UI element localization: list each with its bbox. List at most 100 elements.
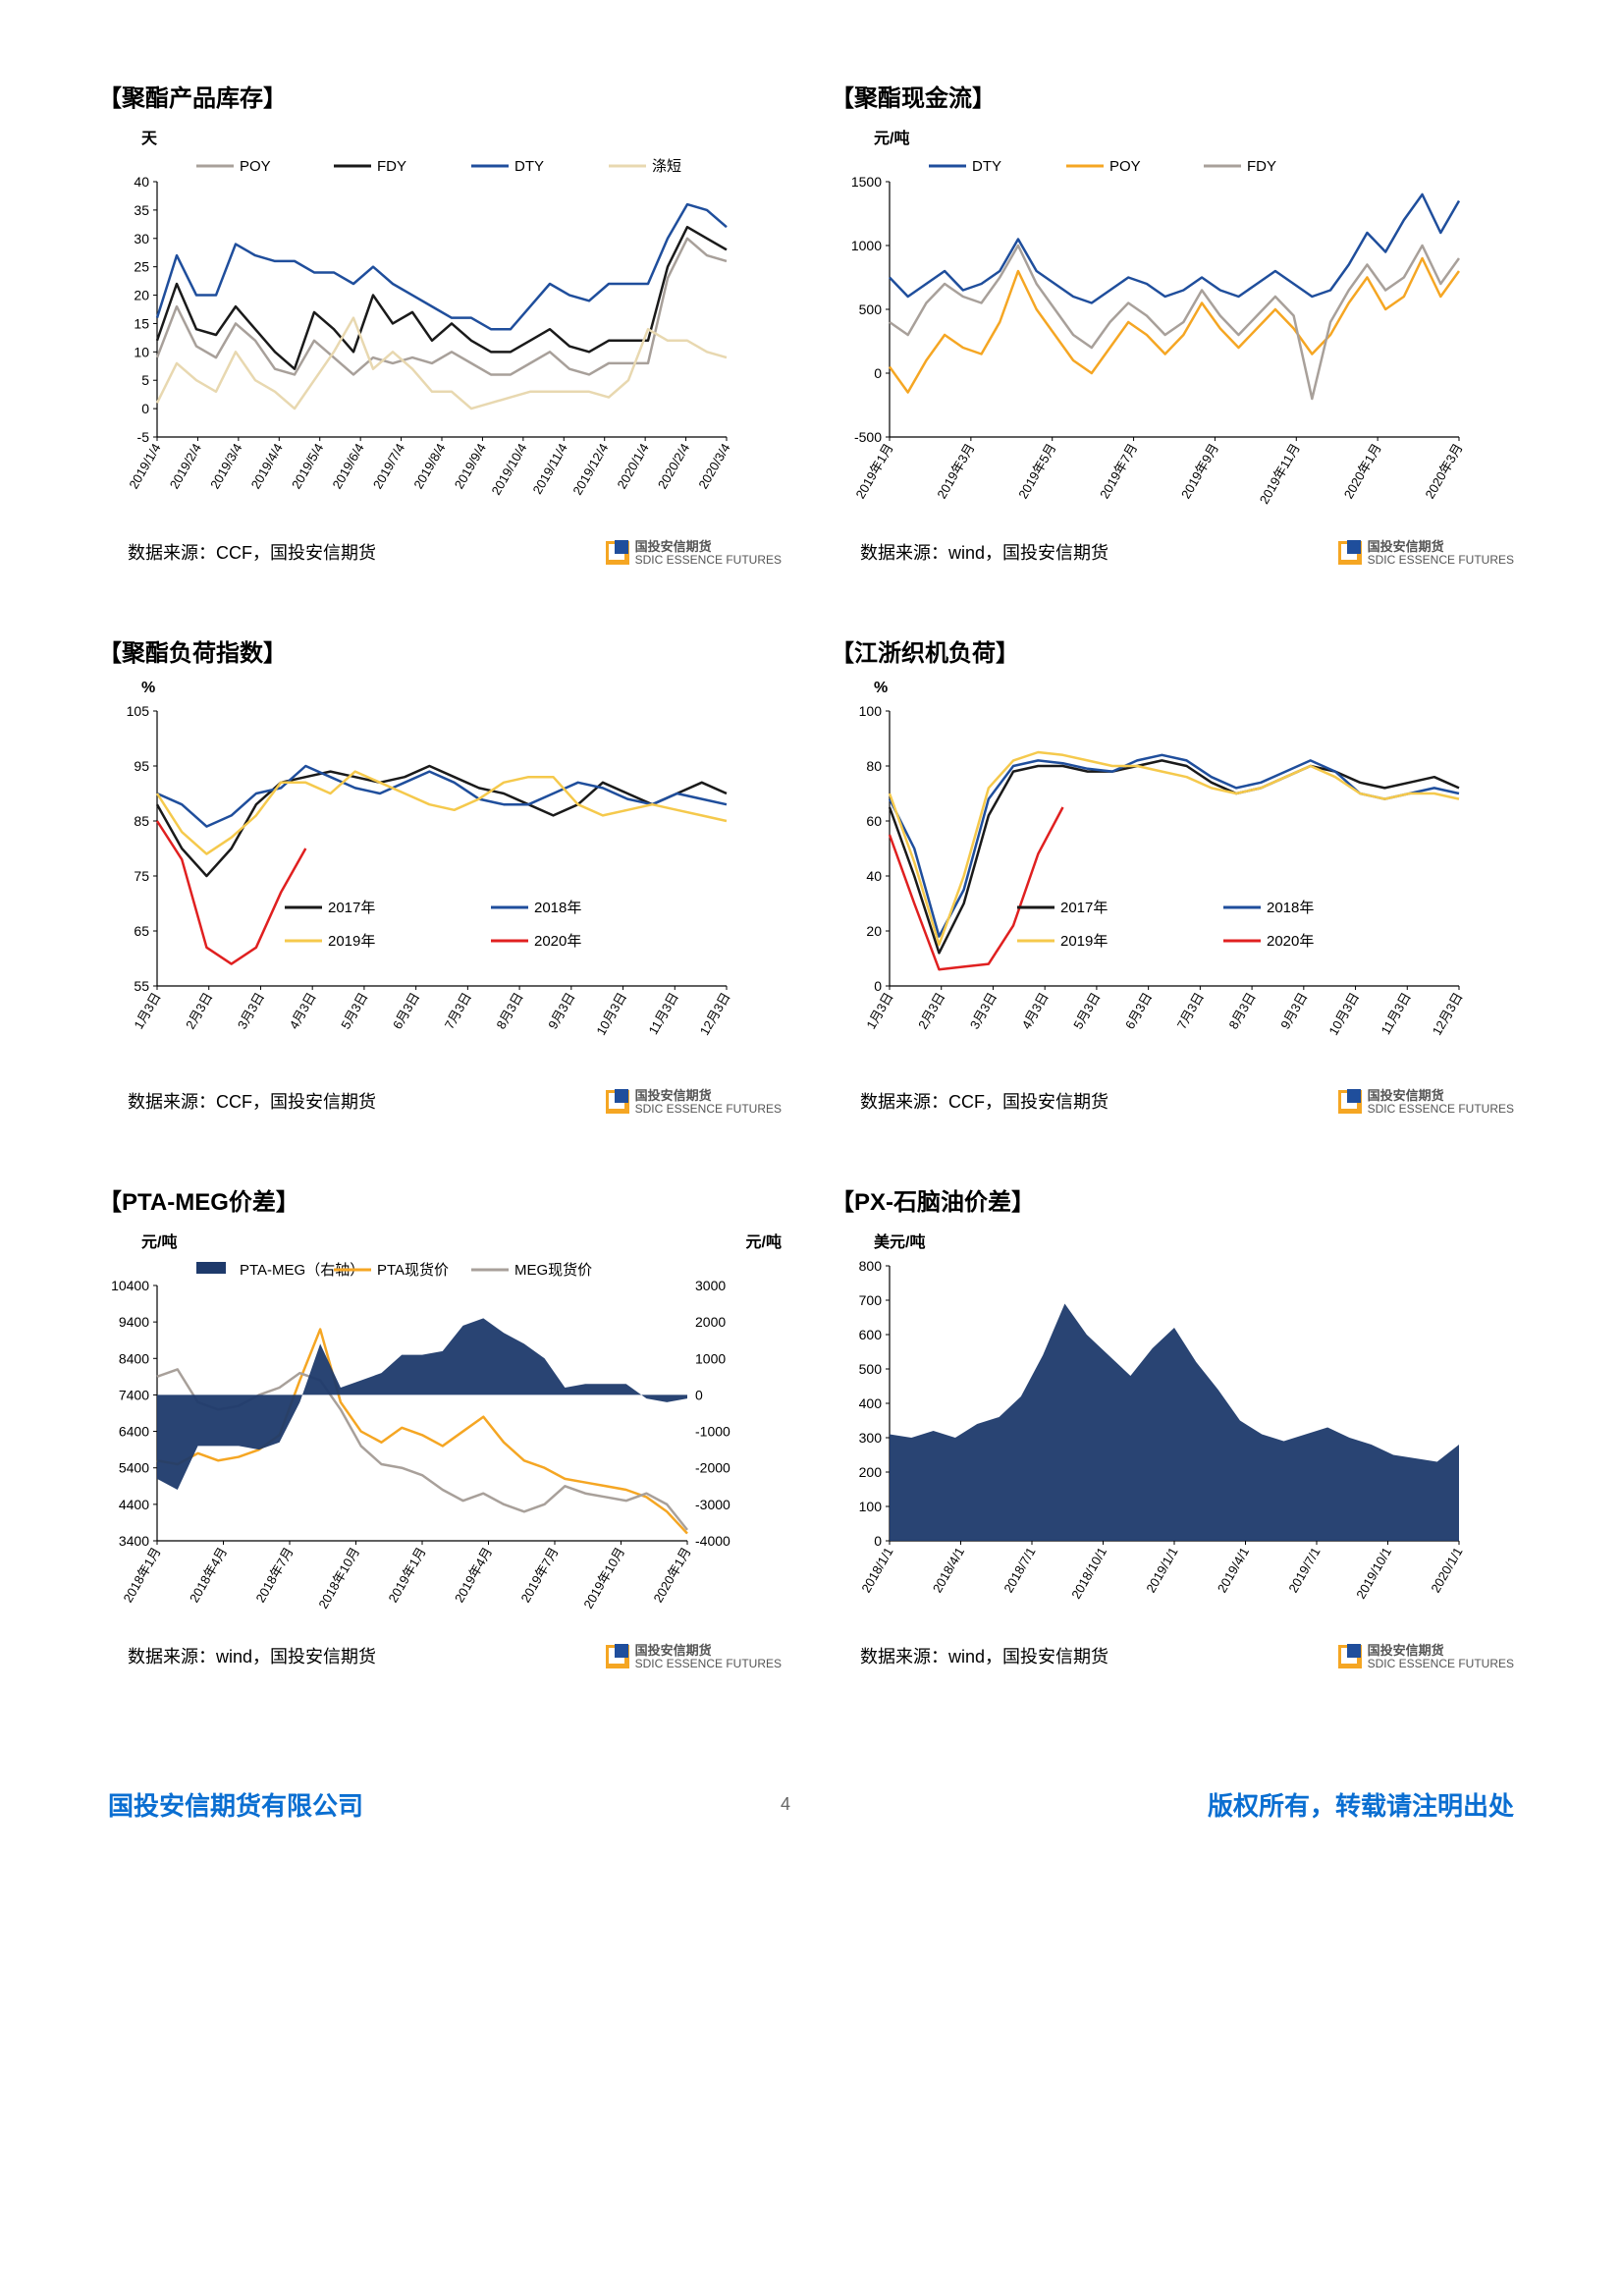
svg-text:25: 25 bbox=[134, 259, 149, 275]
svg-text:-2000: -2000 bbox=[695, 1460, 730, 1476]
y-axis-label: % bbox=[831, 680, 1524, 697]
svg-text:2000: 2000 bbox=[695, 1314, 726, 1330]
svg-text:3月3日: 3月3日 bbox=[967, 990, 1000, 1032]
svg-text:95: 95 bbox=[134, 758, 149, 774]
brand-logo: 国投安信期货SDIC ESSENCE FUTURES bbox=[1338, 1089, 1514, 1116]
svg-text:5月3日: 5月3日 bbox=[338, 990, 370, 1032]
svg-text:2019/9/4: 2019/9/4 bbox=[452, 441, 489, 491]
chart-title: 【聚酯产品库存】 bbox=[98, 79, 791, 113]
svg-text:2019年4月: 2019年4月 bbox=[452, 1545, 495, 1605]
svg-text:800: 800 bbox=[859, 1258, 883, 1274]
svg-text:12月3日: 12月3日 bbox=[1430, 990, 1466, 1038]
svg-text:10月3日: 10月3日 bbox=[1325, 990, 1362, 1038]
svg-text:2019/4/1: 2019/4/1 bbox=[1215, 1545, 1252, 1595]
svg-text:75: 75 bbox=[134, 868, 149, 884]
svg-text:2月3日: 2月3日 bbox=[915, 990, 947, 1032]
svg-text:2019年7月: 2019年7月 bbox=[1097, 441, 1140, 501]
svg-text:10月3日: 10月3日 bbox=[593, 990, 629, 1038]
chart-title: 【PX-石脑油价差】 bbox=[831, 1182, 1524, 1217]
svg-text:2018年: 2018年 bbox=[1267, 900, 1314, 916]
svg-text:3月3日: 3月3日 bbox=[235, 990, 267, 1032]
svg-text:2019/7/1: 2019/7/1 bbox=[1285, 1545, 1323, 1595]
svg-text:4月3日: 4月3日 bbox=[287, 990, 319, 1032]
svg-text:2018年7月: 2018年7月 bbox=[253, 1545, 297, 1605]
chart-svg: 55657585951051月3日2月3日3月3日4月3日5月3日6月3日7月3… bbox=[98, 701, 746, 1074]
logo-icon bbox=[606, 1645, 629, 1668]
svg-text:2020年3月: 2020年3月 bbox=[1423, 441, 1466, 501]
y-axis-label: % bbox=[98, 680, 791, 697]
svg-text:9月3日: 9月3日 bbox=[1277, 990, 1310, 1032]
svg-text:-500: -500 bbox=[854, 429, 882, 445]
svg-text:2018年: 2018年 bbox=[534, 900, 581, 916]
svg-text:200: 200 bbox=[859, 1464, 883, 1480]
svg-text:5: 5 bbox=[141, 372, 149, 388]
svg-text:2020年: 2020年 bbox=[1267, 933, 1314, 950]
panel-pta-meg: 【PTA-MEG价差】 元/吨 元/吨 34004400540064007400… bbox=[98, 1182, 791, 1668]
logo-icon bbox=[1338, 541, 1362, 565]
svg-text:2019/5/4: 2019/5/4 bbox=[289, 441, 326, 491]
svg-text:9400: 9400 bbox=[119, 1314, 149, 1330]
svg-text:0: 0 bbox=[874, 978, 882, 994]
svg-text:2019/3/4: 2019/3/4 bbox=[207, 441, 244, 491]
svg-text:0: 0 bbox=[695, 1387, 703, 1402]
svg-text:-1000: -1000 bbox=[695, 1424, 730, 1440]
svg-text:2019/2/4: 2019/2/4 bbox=[167, 441, 204, 491]
svg-text:POY: POY bbox=[240, 158, 271, 175]
svg-text:7400: 7400 bbox=[119, 1387, 149, 1402]
svg-text:-3000: -3000 bbox=[695, 1497, 730, 1512]
svg-text:FDY: FDY bbox=[377, 158, 406, 175]
svg-text:2019年5月: 2019年5月 bbox=[1015, 441, 1058, 501]
svg-text:2019/1/4: 2019/1/4 bbox=[126, 441, 163, 491]
svg-text:3000: 3000 bbox=[695, 1278, 726, 1293]
svg-text:1月3日: 1月3日 bbox=[863, 990, 895, 1032]
brand-logo: 国投安信期货SDIC ESSENCE FUTURES bbox=[1338, 1644, 1514, 1670]
svg-text:2019年11月: 2019年11月 bbox=[1257, 441, 1303, 507]
svg-text:11月3日: 11月3日 bbox=[1379, 990, 1414, 1037]
svg-text:0: 0 bbox=[874, 1533, 882, 1549]
svg-text:80: 80 bbox=[866, 758, 882, 774]
svg-text:2020年1月: 2020年1月 bbox=[1341, 441, 1384, 501]
svg-text:400: 400 bbox=[859, 1395, 883, 1411]
svg-text:-5: -5 bbox=[137, 429, 150, 445]
svg-text:2019/1/1: 2019/1/1 bbox=[1143, 1545, 1180, 1595]
svg-text:2019年3月: 2019年3月 bbox=[934, 441, 977, 501]
svg-text:7月3日: 7月3日 bbox=[442, 990, 474, 1032]
brand-logo: 国投安信期货SDIC ESSENCE FUTURES bbox=[606, 1089, 782, 1116]
svg-text:1月3日: 1月3日 bbox=[131, 990, 163, 1032]
svg-text:2019/10/4: 2019/10/4 bbox=[489, 441, 530, 498]
svg-text:10: 10 bbox=[134, 344, 149, 359]
panel-inventory: 【聚酯产品库存】 天 -505101520253035402019/1/4201… bbox=[98, 79, 791, 565]
chart-grid: 【聚酯产品库存】 天 -505101520253035402019/1/4201… bbox=[98, 79, 1524, 1668]
footer-copyright: 版权所有，转载请注明出处 bbox=[1208, 1786, 1514, 1823]
svg-text:105: 105 bbox=[127, 703, 150, 719]
svg-text:MEG现货价: MEG现货价 bbox=[514, 1262, 592, 1279]
svg-text:POY: POY bbox=[1109, 158, 1141, 175]
svg-text:2020/1/4: 2020/1/4 bbox=[614, 441, 651, 491]
svg-text:2019年1月: 2019年1月 bbox=[386, 1545, 429, 1605]
y2-axis-label: 元/吨 bbox=[746, 1229, 782, 1252]
svg-text:2019年10月: 2019年10月 bbox=[580, 1545, 627, 1612]
svg-text:2019年7月: 2019年7月 bbox=[518, 1545, 562, 1605]
chart-svg: -5000500100015002019年1月2019年3月2019年5月201… bbox=[831, 152, 1479, 525]
y-axis-label: 美元/吨 bbox=[831, 1229, 1524, 1252]
svg-text:15: 15 bbox=[134, 315, 149, 331]
svg-text:6月3日: 6月3日 bbox=[1122, 990, 1155, 1032]
svg-text:6月3日: 6月3日 bbox=[390, 990, 422, 1032]
svg-text:1000: 1000 bbox=[695, 1350, 726, 1366]
chart-title: 【聚酯负荷指数】 bbox=[98, 633, 791, 668]
svg-text:2019年: 2019年 bbox=[328, 933, 375, 950]
svg-text:100: 100 bbox=[859, 1499, 883, 1514]
svg-text:5月3日: 5月3日 bbox=[1070, 990, 1103, 1032]
svg-text:2019年9月: 2019年9月 bbox=[1178, 441, 1221, 501]
svg-text:6400: 6400 bbox=[119, 1424, 149, 1440]
svg-text:2月3日: 2月3日 bbox=[183, 990, 215, 1032]
svg-text:1000: 1000 bbox=[851, 238, 882, 253]
brand-logo: 国投安信期货SDIC ESSENCE FUTURES bbox=[606, 1644, 782, 1670]
svg-text:2019年: 2019年 bbox=[1060, 933, 1108, 950]
svg-text:5400: 5400 bbox=[119, 1460, 149, 1476]
brand-logo: 国投安信期货SDIC ESSENCE FUTURES bbox=[1338, 540, 1514, 567]
svg-text:8400: 8400 bbox=[119, 1350, 149, 1366]
footer-company: 国投安信期货有限公司 bbox=[108, 1786, 363, 1823]
chart-svg: 340044005400640074008400940010400-4000-3… bbox=[98, 1256, 746, 1629]
logo-icon bbox=[1338, 1090, 1362, 1114]
